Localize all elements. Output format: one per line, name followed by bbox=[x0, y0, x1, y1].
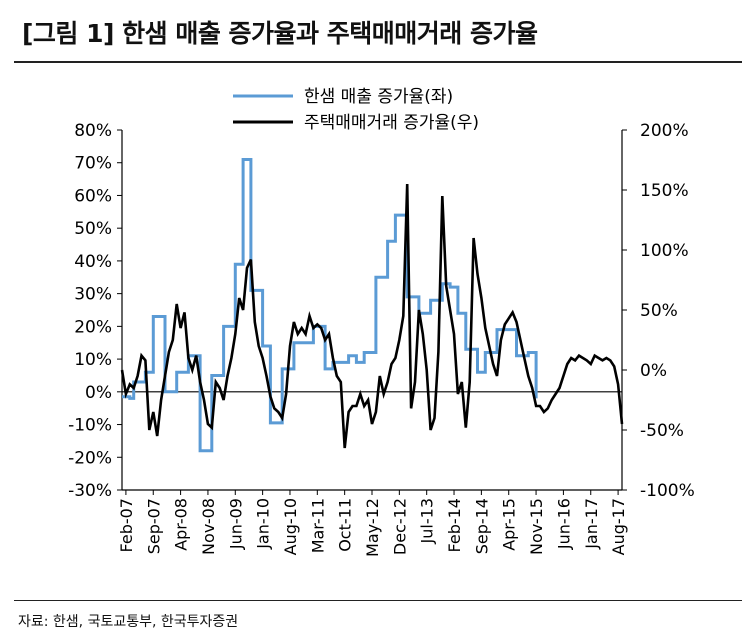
x-tick-label: Sep-14 bbox=[472, 498, 491, 554]
figure-title: [그림 1] 한샘 매출 증가율과 주택매매거래 증가율 bbox=[22, 19, 538, 48]
y-left-tick-label: 80% bbox=[74, 121, 112, 141]
y-left-tick-label: 10% bbox=[74, 350, 112, 370]
y-right-tick-label: 0% bbox=[640, 361, 667, 381]
source-rule bbox=[14, 600, 742, 601]
x-tick-label: Mar-11 bbox=[308, 498, 327, 553]
y-right-tick-label: 200% bbox=[640, 121, 689, 141]
x-tick-label: Feb-14 bbox=[445, 498, 464, 552]
source-note: 자료: 한샘, 국토교통부, 한국투자증권 bbox=[18, 614, 239, 630]
x-tick-label: Apr-15 bbox=[500, 498, 519, 551]
y-right-tick-label: -50% bbox=[640, 421, 684, 441]
y-left-tick-label: 40% bbox=[74, 252, 112, 272]
x-tick-label: Jun-09 bbox=[226, 498, 245, 550]
y-left-tick-label: 60% bbox=[74, 186, 112, 206]
chart-series bbox=[120, 158, 624, 453]
y-right-tick-label: 100% bbox=[640, 241, 689, 261]
x-tick-label: Nov-15 bbox=[527, 498, 546, 555]
series-line-hanssem-sales bbox=[122, 158, 538, 453]
x-tick-label: May-12 bbox=[363, 498, 382, 557]
x-tick-label: Jan-10 bbox=[254, 498, 273, 550]
x-tick-label: Jan-17 bbox=[582, 498, 601, 550]
y-right-tick-label: 50% bbox=[640, 301, 678, 321]
y-left-tick-label: 70% bbox=[74, 154, 112, 174]
x-tick-label: Apr-08 bbox=[172, 498, 191, 551]
y-left-tick-label: -10% bbox=[68, 416, 112, 436]
chart-legend: 한샘 매출 증가율(좌) 주택매매거래 증가율(우) bbox=[233, 87, 479, 133]
y-right-tick-label: -100% bbox=[640, 481, 695, 501]
y-left-tick-label: -30% bbox=[68, 481, 112, 501]
y-right-tick-label: 150% bbox=[640, 181, 689, 201]
x-tick-label: Jul-13 bbox=[418, 498, 437, 544]
series-line-housing-transactions bbox=[120, 183, 624, 449]
y-left-tick-label: 20% bbox=[74, 317, 112, 337]
x-tick-label: Dec-12 bbox=[390, 498, 409, 555]
y-left-tick-label: 0% bbox=[85, 383, 112, 403]
chart: 한샘 매출 증가율(좌) 주택매매거래 증가율(우) -30% -20% -10% 0%… bbox=[68, 87, 695, 557]
x-tick-label: Jun-16 bbox=[554, 498, 573, 550]
x-tick-label: Aug-17 bbox=[609, 498, 628, 555]
x-tick-label: Sep-07 bbox=[144, 498, 163, 554]
x-tick-label: Feb-07 bbox=[117, 498, 136, 552]
x-tick-label: Aug-10 bbox=[281, 498, 300, 555]
legend-label: 주택매매거래 증가율(우) bbox=[304, 113, 479, 133]
y-left-tick-label: 50% bbox=[74, 219, 112, 239]
x-tick-label: Nov-08 bbox=[199, 498, 218, 555]
legend-label: 한샘 매출 증가율(좌) bbox=[304, 87, 453, 107]
x-tick-label: Oct-11 bbox=[336, 498, 355, 552]
y-left-tick-label: 30% bbox=[74, 285, 112, 305]
y-left-tick-label: -20% bbox=[68, 448, 112, 468]
title-underline bbox=[14, 61, 742, 63]
chart-axes: -30% -20% -10% 0% 10% 20% 30% 40% 50% 60% 70% 80% -1… bbox=[68, 121, 695, 557]
